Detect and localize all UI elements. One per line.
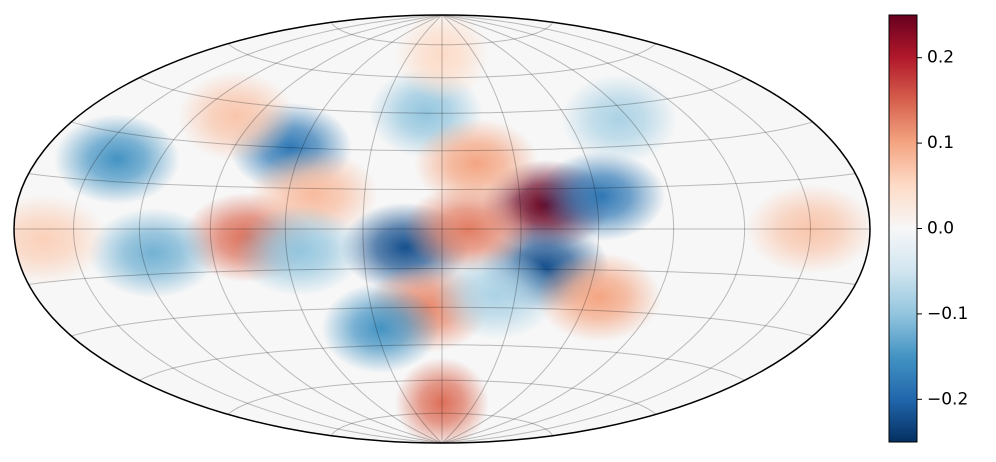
- spot: [433, 249, 559, 340]
- parallel: [227, 43, 657, 79]
- spot: [321, 283, 440, 374]
- spot: [560, 74, 678, 165]
- colorbar: [888, 14, 918, 443]
- spot: [536, 151, 666, 242]
- meridian: [441, 15, 812, 443]
- colorbar-tick-label: 0.2: [927, 48, 954, 68]
- colorbar-tick-label: 0.0: [927, 219, 954, 239]
- parallel: [330, 22, 554, 46]
- meridian: [441, 15, 522, 443]
- spot: [234, 205, 364, 296]
- meridian: [138, 15, 443, 443]
- meridian: [441, 15, 675, 443]
- meridian: [441, 15, 746, 443]
- parallel: [28, 173, 856, 190]
- parallel: [28, 268, 856, 285]
- spot: [88, 208, 218, 299]
- map-outline: [13, 14, 871, 444]
- parallel: [139, 77, 745, 114]
- meridian: [72, 15, 443, 443]
- spot: [54, 114, 181, 205]
- colorbar-tick-label: 0.1: [927, 133, 954, 153]
- parallel: [227, 379, 657, 415]
- meridian: [441, 15, 600, 443]
- meridian: [362, 15, 443, 443]
- parallel: [139, 344, 745, 381]
- colorbar-tick-label: −0.1: [927, 304, 968, 324]
- spot: [14, 194, 109, 285]
- spot: [177, 71, 295, 162]
- spot: [395, 357, 489, 443]
- colorbar-tick-label: −0.2: [927, 389, 968, 409]
- spot: [413, 118, 539, 209]
- parallel: [71, 306, 813, 337]
- spot: [536, 252, 662, 343]
- meridian: [284, 15, 443, 443]
- spot: [745, 184, 870, 274]
- graticule: [14, 15, 870, 443]
- parallel: [71, 121, 813, 152]
- parallel: [330, 412, 554, 436]
- spot: [395, 15, 489, 101]
- meridian: [209, 15, 443, 443]
- map-field: [14, 15, 870, 443]
